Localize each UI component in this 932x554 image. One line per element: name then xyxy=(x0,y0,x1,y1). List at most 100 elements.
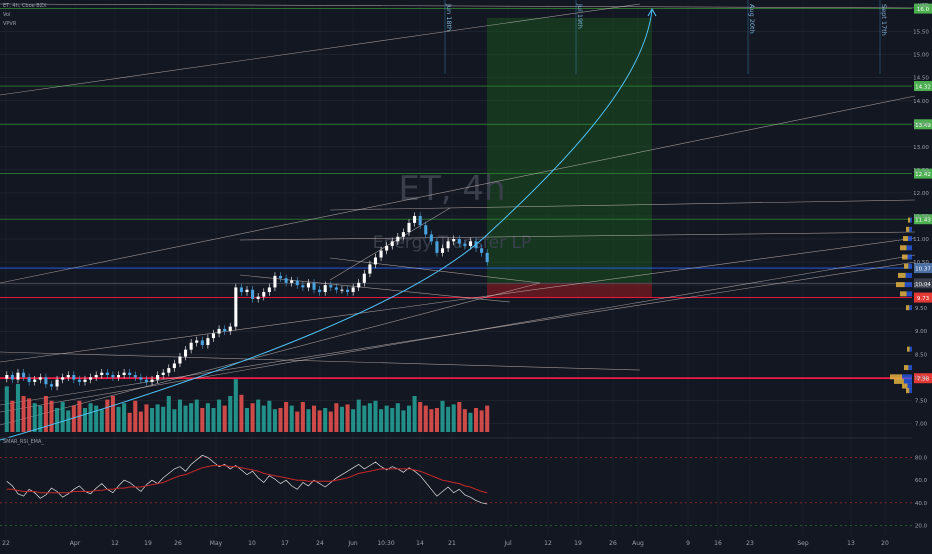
x-tick-label: 26 xyxy=(609,540,617,547)
candle-body xyxy=(368,264,372,274)
x-tick-label: 21 xyxy=(448,540,456,547)
volume-bar xyxy=(166,396,171,432)
candle-body xyxy=(33,379,37,382)
volume-bar xyxy=(177,399,183,432)
vpvr-bar-a xyxy=(907,346,910,352)
price-level-tag xyxy=(914,81,932,92)
volume-bar xyxy=(323,408,328,432)
candle-body xyxy=(379,250,383,258)
volume-bar xyxy=(99,409,104,432)
volume-bars xyxy=(4,379,490,432)
candle-body xyxy=(429,234,433,242)
vpvr-bar-a xyxy=(904,263,909,269)
candle-body xyxy=(256,296,260,299)
price-level-tag xyxy=(914,3,932,14)
volume-bar xyxy=(362,405,367,432)
x-tick-label: 19 xyxy=(574,540,582,547)
price-level-label: 12.42 xyxy=(915,172,931,178)
volume-bar xyxy=(379,409,384,432)
volume-bar xyxy=(457,402,462,432)
symbol-header: ET, 4h, Cboe BZX xyxy=(3,3,47,9)
candle-body xyxy=(16,372,20,380)
candle-body xyxy=(401,232,405,237)
volume-bar xyxy=(311,405,317,432)
volume-profile xyxy=(890,217,912,394)
vpvr-bar-a xyxy=(906,305,910,311)
price-level-tag xyxy=(914,292,932,303)
volume-bar xyxy=(38,405,43,432)
volume-bar xyxy=(88,403,93,432)
candle-body xyxy=(61,377,65,380)
trend-line xyxy=(239,231,916,241)
candle-body xyxy=(189,342,193,350)
position-zone[interactable] xyxy=(487,17,652,298)
vpvr-bar-b xyxy=(906,245,912,251)
volume-bar xyxy=(451,404,456,432)
volume-bar xyxy=(479,410,484,432)
volume-bar xyxy=(144,404,149,432)
x-tick-label: 12 xyxy=(544,540,552,547)
volume-bar xyxy=(306,409,311,432)
volume-bar xyxy=(55,408,60,432)
candle-body xyxy=(150,379,154,382)
volume-bar xyxy=(351,409,356,432)
candle-body xyxy=(396,236,400,242)
volume-bar xyxy=(401,410,406,432)
price-level-label: 10.37 xyxy=(915,267,931,273)
price-axis: 16.0 14.32 13.49 12.42 11.43 10.37 10.04 9.73 7.… xyxy=(913,3,932,427)
candle-body xyxy=(485,252,489,263)
volume-bar xyxy=(339,406,345,432)
y-tick-label: 10.00 xyxy=(913,283,929,289)
volume-bar xyxy=(133,400,138,432)
price-level-label: 10.04 xyxy=(915,282,931,288)
volume-bar xyxy=(429,409,434,432)
vpvr-bar-a xyxy=(894,378,904,384)
rsi-title: SMAR_RSI_EMA_ xyxy=(3,439,44,445)
date-markers[interactable]: Jun 18th Jul 19th Aug 20th Sept 17th xyxy=(444,0,888,74)
candle-body xyxy=(440,248,445,253)
volume-bar xyxy=(267,400,272,432)
candle-body xyxy=(77,379,81,382)
price-level-label: 11.43 xyxy=(915,218,931,224)
volume-bar xyxy=(356,399,361,432)
candle-body xyxy=(239,287,243,293)
trend-lines[interactable] xyxy=(0,3,932,426)
y-tick-label: 7.50 xyxy=(915,398,928,404)
candle-body xyxy=(446,241,450,249)
candle-body xyxy=(351,287,355,293)
candle-body xyxy=(206,338,210,346)
candle-body xyxy=(457,239,461,244)
vpvr-bar-b xyxy=(909,305,912,311)
candle-body xyxy=(245,289,249,293)
volume-bar xyxy=(183,405,188,432)
x-tick-label: 13 xyxy=(847,540,855,547)
volume-bar xyxy=(434,408,439,432)
vpvr-bar-b xyxy=(906,291,912,297)
candle-body xyxy=(133,375,137,378)
price-level-label: 16.0 xyxy=(917,7,930,13)
volume-bar xyxy=(345,404,350,432)
rsi-pane: 20.0 40.0 60.0 80.0 xyxy=(0,437,928,529)
volume-bar xyxy=(27,398,32,432)
candle-body xyxy=(373,257,378,265)
vpvr-bar-b xyxy=(909,388,912,394)
volume-bar xyxy=(250,403,255,432)
currency-label: USD xyxy=(918,3,929,9)
volume-bar xyxy=(395,403,400,432)
loss-zone xyxy=(487,282,652,298)
candle-body xyxy=(89,377,93,380)
price-level-tag xyxy=(914,214,932,225)
vpvr-bar-a xyxy=(902,383,908,389)
price-level-label: 9.73 xyxy=(917,296,930,302)
candle-body xyxy=(111,375,115,378)
vpvr-bar-b xyxy=(910,217,912,223)
x-tick-label: 10 xyxy=(248,540,256,547)
rsi-y-tick: 20.0 xyxy=(915,523,928,529)
candle-body xyxy=(49,384,54,387)
candle-body xyxy=(435,241,439,253)
projection-curve[interactable] xyxy=(0,7,657,441)
volume-bar xyxy=(217,399,222,432)
volume-bar xyxy=(418,402,423,432)
